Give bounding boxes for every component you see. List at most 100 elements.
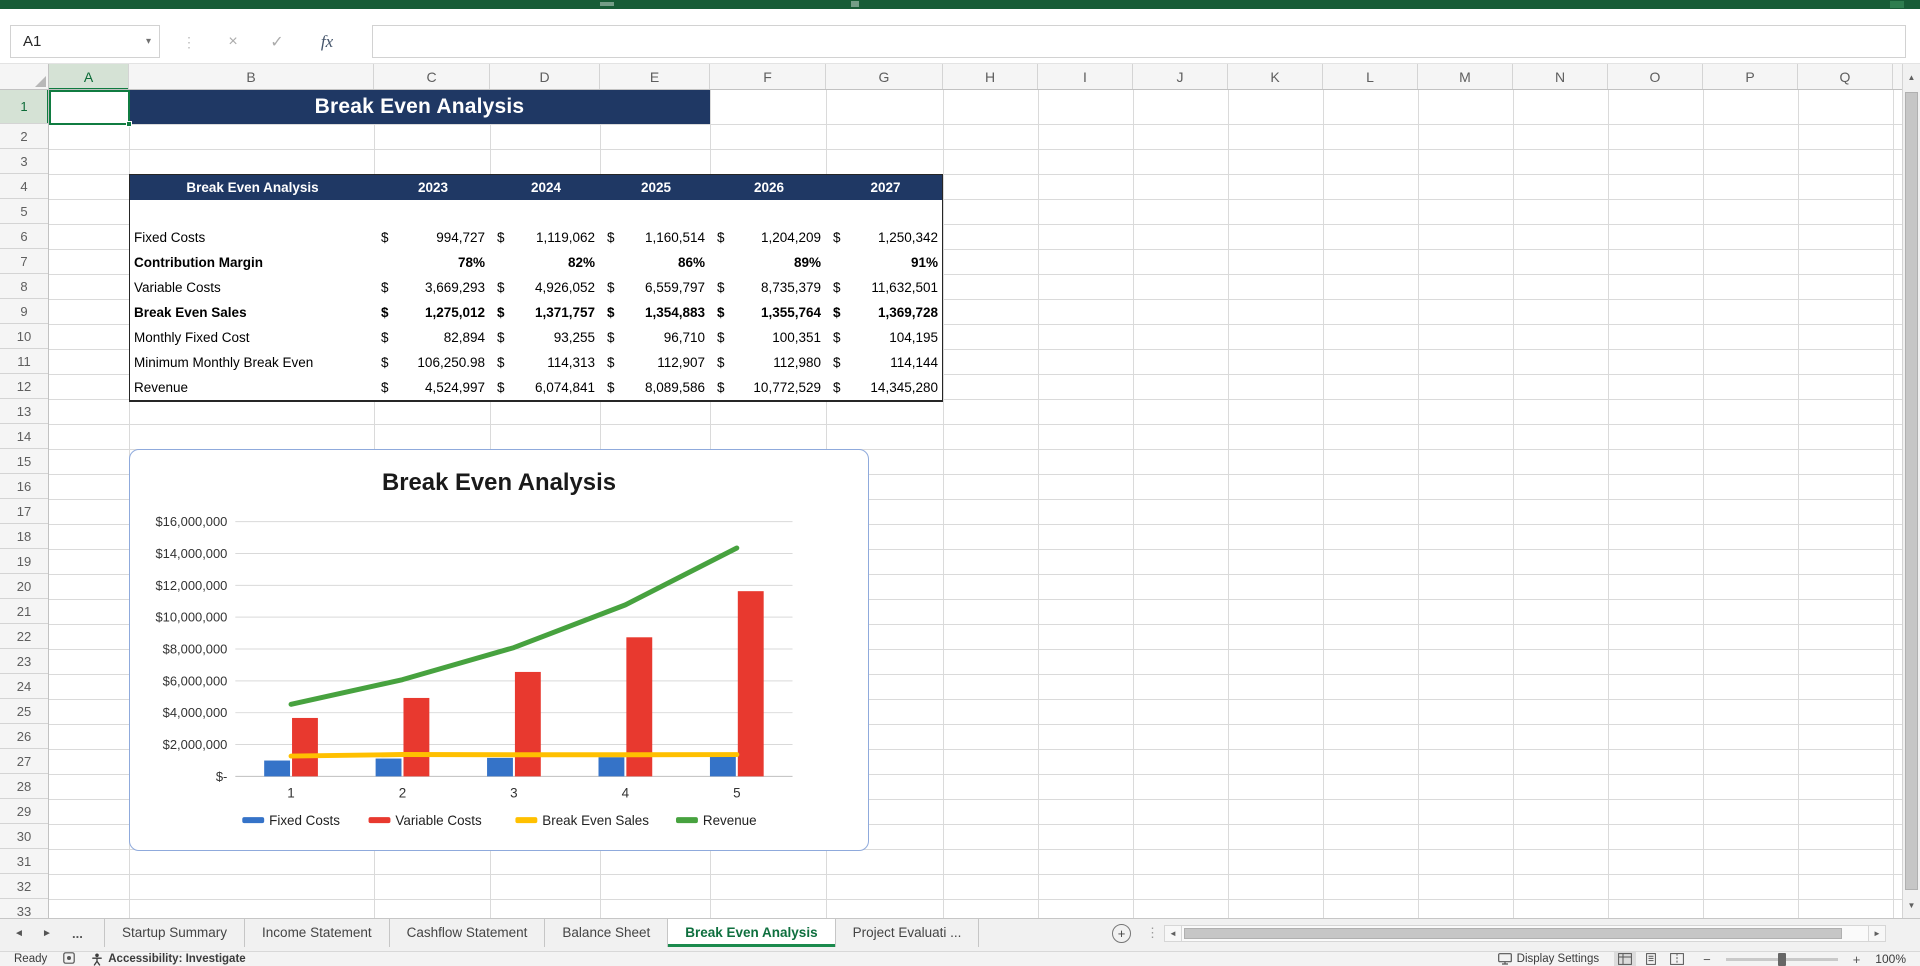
worksheet-title-cell[interactable]: Break Even Analysis [129,90,710,124]
sheet-tab-balance-sheet[interactable]: Balance Sheet [545,919,669,947]
row-header-6[interactable]: 6 [0,224,48,249]
cell-value[interactable]: $1,275,012 [375,300,491,325]
cell-value[interactable]: $1,355,764 [711,300,827,325]
cell-value[interactable]: $14,345,280 [827,375,944,400]
cell-value[interactable]: $1,369,728 [827,300,944,325]
tabs-overflow-button[interactable]: ... [72,925,83,941]
active-cell-selection[interactable] [49,90,132,127]
sheet-tab-startup-summary[interactable]: Startup Summary [104,919,246,947]
row-label[interactable]: Fixed Costs [134,230,206,245]
column-header-K[interactable]: K [1228,64,1323,89]
row-header-25[interactable]: 25 [0,699,48,724]
cell-value[interactable]: $104,195 [827,325,944,350]
row-header-30[interactable]: 30 [0,824,48,849]
horizontal-scrollbar[interactable]: ◄ ► [1164,925,1886,942]
horizontal-scroll-thumb[interactable] [1184,928,1842,939]
cell-value[interactable]: $100,351 [711,325,827,350]
tabs-scroll-left-icon[interactable]: ◄ [14,927,24,939]
cell-value[interactable]: $3,669,293 [375,275,491,300]
column-header-P[interactable]: P [1703,64,1798,89]
horizontal-scroll-track[interactable] [1182,925,1868,942]
sheet-tab-project-evaluati[interactable]: Project Evaluati ... [836,919,980,947]
cell-value[interactable]: 82% [491,250,601,275]
column-header-G[interactable]: G [826,64,943,89]
column-header-A[interactable]: A [49,64,129,89]
scroll-down-icon[interactable]: ▼ [1907,900,1916,910]
row-label[interactable]: Monthly Fixed Cost [134,330,250,345]
zoom-slider[interactable] [1725,952,1838,966]
scroll-up-icon[interactable]: ▲ [1907,72,1916,82]
row-header-32[interactable]: 32 [0,874,48,899]
cell-value[interactable]: $1,119,062 [491,225,601,250]
row-header-5[interactable]: 5 [0,199,48,224]
cell-value[interactable]: $93,255 [491,325,601,350]
column-header-M[interactable]: M [1418,64,1513,89]
row-header-27[interactable]: 27 [0,749,48,774]
row-header-29[interactable]: 29 [0,799,48,824]
cell-value[interactable]: $96,710 [601,325,711,350]
select-all-button[interactable] [0,64,49,90]
row-header-21[interactable]: 21 [0,599,48,624]
column-header-C[interactable]: C [374,64,490,89]
table-header-year[interactable]: 2023 [417,180,449,195]
row-label[interactable]: Minimum Monthly Break Even [134,355,314,370]
scroll-left-icon[interactable]: ◄ [1164,925,1182,942]
zoom-slider-thumb[interactable] [1777,952,1786,966]
break-even-chart[interactable]: $- $2,000,000 $4,000,000 $6,000,000 $8,000,0… [129,449,869,851]
column-header-L[interactable]: L [1323,64,1418,89]
row-header-2[interactable]: 2 [0,124,48,149]
row-header-7[interactable]: 7 [0,249,48,274]
sheet-tab-cashflow-statement[interactable]: Cashflow Statement [390,919,546,947]
column-header-N[interactable]: N [1513,64,1608,89]
row-header-13[interactable]: 13 [0,399,48,424]
column-header-J[interactable]: J [1133,64,1228,89]
row-header-12[interactable]: 12 [0,374,48,399]
row-label[interactable]: Contribution Margin [134,255,263,270]
cell-value[interactable]: $10,772,529 [711,375,827,400]
cell-value[interactable]: $112,980 [711,350,827,375]
cell-value[interactable]: 91% [827,250,944,275]
display-settings-button[interactable]: Display Settings [1497,953,1599,965]
row-header-11[interactable]: 11 [0,349,48,374]
cell-value[interactable]: $1,371,757 [491,300,601,325]
macro-record-icon[interactable] [63,951,76,966]
enter-icon[interactable]: ✓ [260,25,294,58]
table-header-year[interactable]: 2025 [640,180,672,195]
zoom-out-icon[interactable]: − [1703,951,1711,966]
column-header-E[interactable]: E [600,64,710,89]
vertical-scroll-thumb[interactable] [1905,92,1918,890]
row-label[interactable]: Break Even Sales [134,305,247,320]
tab-scrollbar-splitter[interactable]: ⋮ [1146,925,1159,940]
row-header-15[interactable]: 15 [0,449,48,474]
row-header-19[interactable]: 19 [0,549,48,574]
table-header-title[interactable]: Break Even Analysis [186,180,319,195]
cell-value[interactable]: $1,354,883 [601,300,711,325]
column-header-O[interactable]: O [1608,64,1703,89]
row-header-20[interactable]: 20 [0,574,48,599]
cell-value[interactable]: $4,524,997 [375,375,491,400]
cell-value[interactable]: 78% [375,250,491,275]
cell-value[interactable]: $106,250.98 [375,350,491,375]
cell-value[interactable]: 86% [601,250,711,275]
row-header-18[interactable]: 18 [0,524,48,549]
cell-value[interactable]: $1,160,514 [601,225,711,250]
cell-value[interactable]: $8,735,379 [711,275,827,300]
column-header-H[interactable]: H [943,64,1038,89]
tabs-scroll-right-icon[interactable]: ► [42,927,52,939]
vertical-scrollbar[interactable]: ▲ ▼ [1902,64,1920,918]
cell-value[interactable]: $4,926,052 [491,275,601,300]
row-header-4[interactable]: 4 [0,174,48,199]
cancel-icon[interactable]: × [216,25,250,58]
column-header-Q[interactable]: Q [1798,64,1893,89]
cell-value[interactable]: $6,559,797 [601,275,711,300]
cell-value[interactable]: $6,074,841 [491,375,601,400]
row-header-24[interactable]: 24 [0,674,48,699]
row-header-31[interactable]: 31 [0,849,48,874]
cell-value[interactable]: $994,727 [375,225,491,250]
row-header-22[interactable]: 22 [0,624,48,649]
row-header-3[interactable]: 3 [0,149,48,174]
sheet-tab-income-statement[interactable]: Income Statement [245,919,390,947]
cell-value[interactable]: $11,632,501 [827,275,944,300]
page-break-preview-icon[interactable] [1666,952,1688,966]
cell-value[interactable]: $1,250,342 [827,225,944,250]
